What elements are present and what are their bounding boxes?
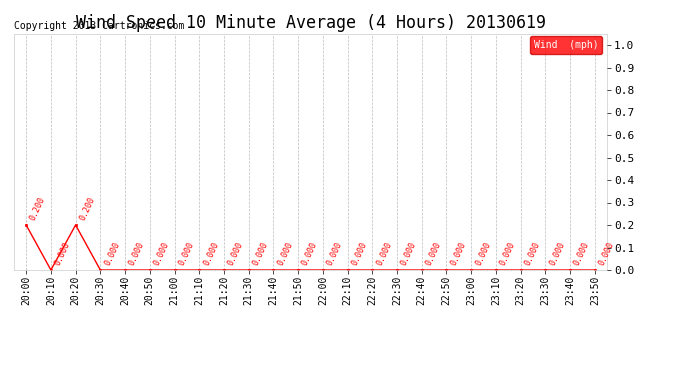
Text: 0.000: 0.000 [103, 240, 121, 267]
Text: 0.000: 0.000 [152, 240, 171, 267]
Text: 0.000: 0.000 [474, 240, 493, 267]
Text: 0.000: 0.000 [53, 240, 72, 267]
Text: 0.000: 0.000 [449, 240, 468, 267]
Text: 0.000: 0.000 [573, 240, 591, 267]
Text: Copyright 2013 Cartronics.com: Copyright 2013 Cartronics.com [14, 21, 184, 32]
Text: 0.000: 0.000 [350, 240, 368, 267]
Text: 0.000: 0.000 [128, 240, 146, 267]
Text: 0.000: 0.000 [201, 240, 220, 267]
Text: 0.000: 0.000 [177, 240, 196, 267]
Text: 0.000: 0.000 [548, 240, 566, 267]
Text: 0.200: 0.200 [29, 195, 48, 222]
Text: 0.000: 0.000 [301, 240, 319, 267]
Legend: Wind  (mph): Wind (mph) [530, 36, 602, 54]
Title: Wind Speed 10 Minute Average (4 Hours) 20130619: Wind Speed 10 Minute Average (4 Hours) 2… [75, 14, 546, 32]
Text: 0.000: 0.000 [424, 240, 443, 267]
Text: 0.000: 0.000 [326, 240, 344, 267]
Text: 0.000: 0.000 [523, 240, 542, 267]
Text: 0.200: 0.200 [78, 195, 97, 222]
Text: 0.000: 0.000 [598, 240, 616, 267]
Text: 0.000: 0.000 [498, 240, 517, 267]
Text: 0.000: 0.000 [276, 240, 295, 267]
Text: 0.000: 0.000 [251, 240, 270, 267]
Text: 0.000: 0.000 [400, 240, 418, 267]
Text: 0.000: 0.000 [226, 240, 245, 267]
Text: 0.000: 0.000 [375, 240, 393, 267]
